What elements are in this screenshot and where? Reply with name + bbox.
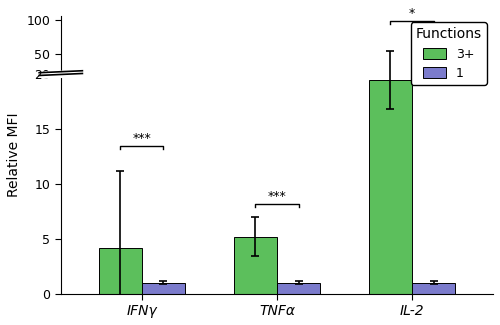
Bar	[369, 80, 412, 294]
Y-axis label: Relative MFI: Relative MFI	[7, 113, 21, 197]
Bar	[142, 283, 185, 294]
Text: *: *	[409, 7, 415, 20]
Bar	[412, 283, 455, 294]
Text: ***: ***	[132, 132, 151, 145]
Bar	[277, 283, 320, 294]
Bar	[98, 248, 142, 294]
Text: ***: ***	[268, 190, 286, 203]
Bar	[234, 237, 277, 294]
Legend: 3+, 1: 3+, 1	[410, 22, 487, 85]
